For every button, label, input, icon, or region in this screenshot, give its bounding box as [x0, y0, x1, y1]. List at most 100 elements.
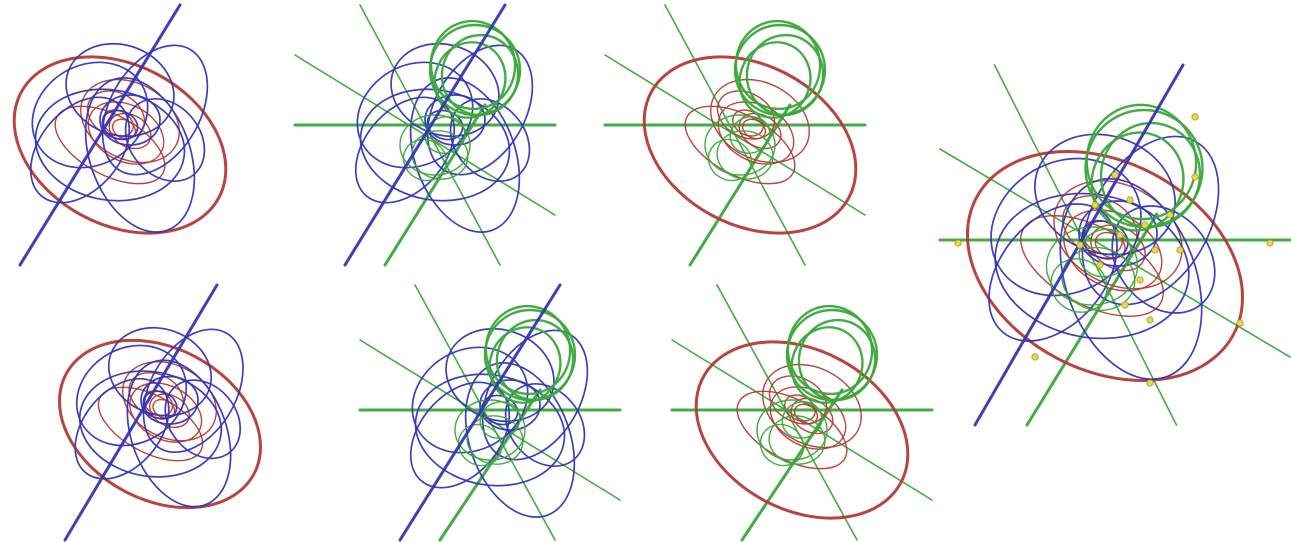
red-outer-circle [965, 150, 1245, 382]
green-circle [1085, 103, 1198, 221]
intersection-node [1236, 319, 1244, 327]
blue-circle [164, 379, 242, 460]
intersection-node [1191, 173, 1199, 181]
intersection-node [1136, 276, 1144, 284]
green-circle [707, 138, 753, 182]
intersection-node [1116, 231, 1124, 239]
green-thick-axis [383, 103, 487, 267]
panel-red-blue-top [0, 3, 240, 267]
green-thick-axis [438, 388, 542, 542]
intersection-node [1166, 211, 1174, 219]
red-circle [122, 361, 217, 442]
blue-circle [124, 97, 206, 183]
red-outer-circle [12, 55, 228, 235]
green-circle [734, 19, 822, 111]
green-thick-axis [1025, 212, 1159, 427]
panel-blue-green-bottom [358, 283, 622, 542]
intersection-node [1096, 261, 1104, 269]
red-circle [710, 78, 810, 164]
blue-circle [31, 61, 149, 169]
green-circle [429, 19, 517, 111]
blue-circle [75, 344, 188, 447]
panel-red-blue-bottom [40, 283, 280, 542]
panel-combined-drawing [938, 63, 1291, 427]
panel-red-green-bottom-drawing [670, 284, 934, 542]
green-circle [790, 326, 864, 404]
green-circle [454, 399, 526, 461]
panel-red-blue-bottom-drawing [58, 283, 262, 542]
red-circle [97, 386, 204, 462]
green-steep-axis [414, 284, 556, 541]
blue-circle [65, 42, 175, 138]
blue-circle [99, 94, 161, 146]
red-circle [1020, 215, 1164, 317]
intersection-node [1266, 239, 1274, 247]
green-circle [1050, 258, 1108, 313]
blue-circle [356, 61, 474, 169]
blue-circle [1059, 177, 1203, 381]
blue-circle [411, 346, 529, 454]
panel-blue-green-top [293, 3, 557, 267]
green-circle [457, 423, 503, 467]
green-circle [495, 318, 575, 402]
green-circle [433, 41, 507, 119]
intersection-node [1121, 301, 1129, 309]
green-steep-axis [993, 64, 1178, 426]
blue-circle [78, 370, 223, 478]
red-circle [736, 390, 848, 470]
intersection-node [954, 239, 962, 247]
green-circle [781, 401, 823, 439]
red-circle [716, 90, 776, 140]
blue-circle [34, 88, 186, 202]
green-circle [729, 116, 771, 154]
green-circle [756, 399, 828, 461]
blue-circle [101, 44, 209, 176]
green-circle [488, 326, 562, 404]
green-circle [1099, 121, 1202, 229]
intersection-node [1111, 171, 1119, 179]
green-circle [424, 116, 466, 154]
blue-circle [464, 362, 576, 518]
intersection-node [1126, 196, 1134, 204]
blue-circle [988, 203, 1118, 342]
panel-blue-green-bottom-drawing [358, 283, 622, 542]
green-circle [479, 401, 521, 439]
blue-circle [107, 326, 213, 417]
blue-axis [63, 283, 219, 542]
blue-circle [101, 109, 139, 141]
panel-red-green-bottom [670, 284, 934, 542]
blue-axis [18, 3, 182, 267]
green-circle [1078, 228, 1132, 278]
red-circle [54, 105, 166, 185]
red-outer-circle [642, 55, 858, 235]
blue-circle [142, 390, 178, 420]
intersection-node [1191, 113, 1199, 121]
red-outer-circle [694, 340, 910, 520]
blue-circle [409, 77, 521, 233]
panel-red-green-top-drawing [603, 4, 867, 267]
intersection-node [1151, 246, 1159, 254]
blue-axis [343, 3, 507, 267]
green-circle [797, 318, 877, 402]
intersection-node [1091, 201, 1099, 209]
green-circle [1045, 226, 1139, 306]
blue-circle [142, 328, 244, 454]
intersection-node [1146, 379, 1154, 387]
red-circle [768, 375, 828, 425]
panel-red-green-top [603, 4, 867, 267]
panel-combined [938, 63, 1291, 427]
green-circle [402, 138, 448, 182]
blue-circle [1078, 200, 1158, 267]
green-circle [484, 304, 572, 396]
red-circle [80, 78, 180, 164]
blue-circle [424, 94, 486, 146]
green-circle [399, 114, 471, 176]
blue-axis [398, 283, 562, 542]
blue-circle [479, 379, 541, 431]
intersection-node [1031, 353, 1039, 361]
green-diagonal-axis [671, 339, 933, 501]
green-thick-axis [740, 388, 844, 542]
green-circle [745, 33, 825, 117]
green-circle [759, 423, 805, 467]
green-circle [704, 114, 776, 176]
